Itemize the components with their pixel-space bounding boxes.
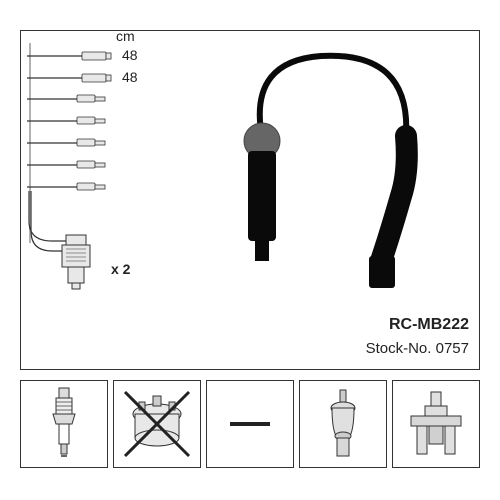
product-photo [171, 41, 451, 301]
unit-label: cm [116, 28, 135, 44]
stock-number: 0757 [436, 340, 469, 357]
cable-row-0 [27, 49, 112, 63]
dash-icon [206, 380, 294, 468]
cable-row-5 [27, 159, 112, 171]
coil-multiplier: x 2 [111, 261, 130, 277]
distributor-crossed-icon [113, 380, 201, 468]
diagram-frame: cm 48 48 [20, 30, 480, 370]
length-1: 48 [122, 69, 138, 85]
stock-number-line: Stock-No. 0757 [366, 340, 469, 357]
boot-connector-icon [299, 380, 387, 468]
cable-row-4 [27, 137, 112, 149]
coil-icon [56, 231, 96, 291]
connector-icon-row [20, 380, 480, 470]
stock-label: Stock-No. [366, 340, 432, 357]
cable-row-3 [27, 115, 112, 127]
spark-plug-icon [20, 380, 108, 468]
cable-row-2 [27, 93, 112, 105]
coil-terminal-icon [392, 380, 480, 468]
cable-row-1 [27, 71, 112, 85]
length-0: 48 [122, 47, 138, 63]
product-code: RC-MB222 [389, 316, 469, 334]
